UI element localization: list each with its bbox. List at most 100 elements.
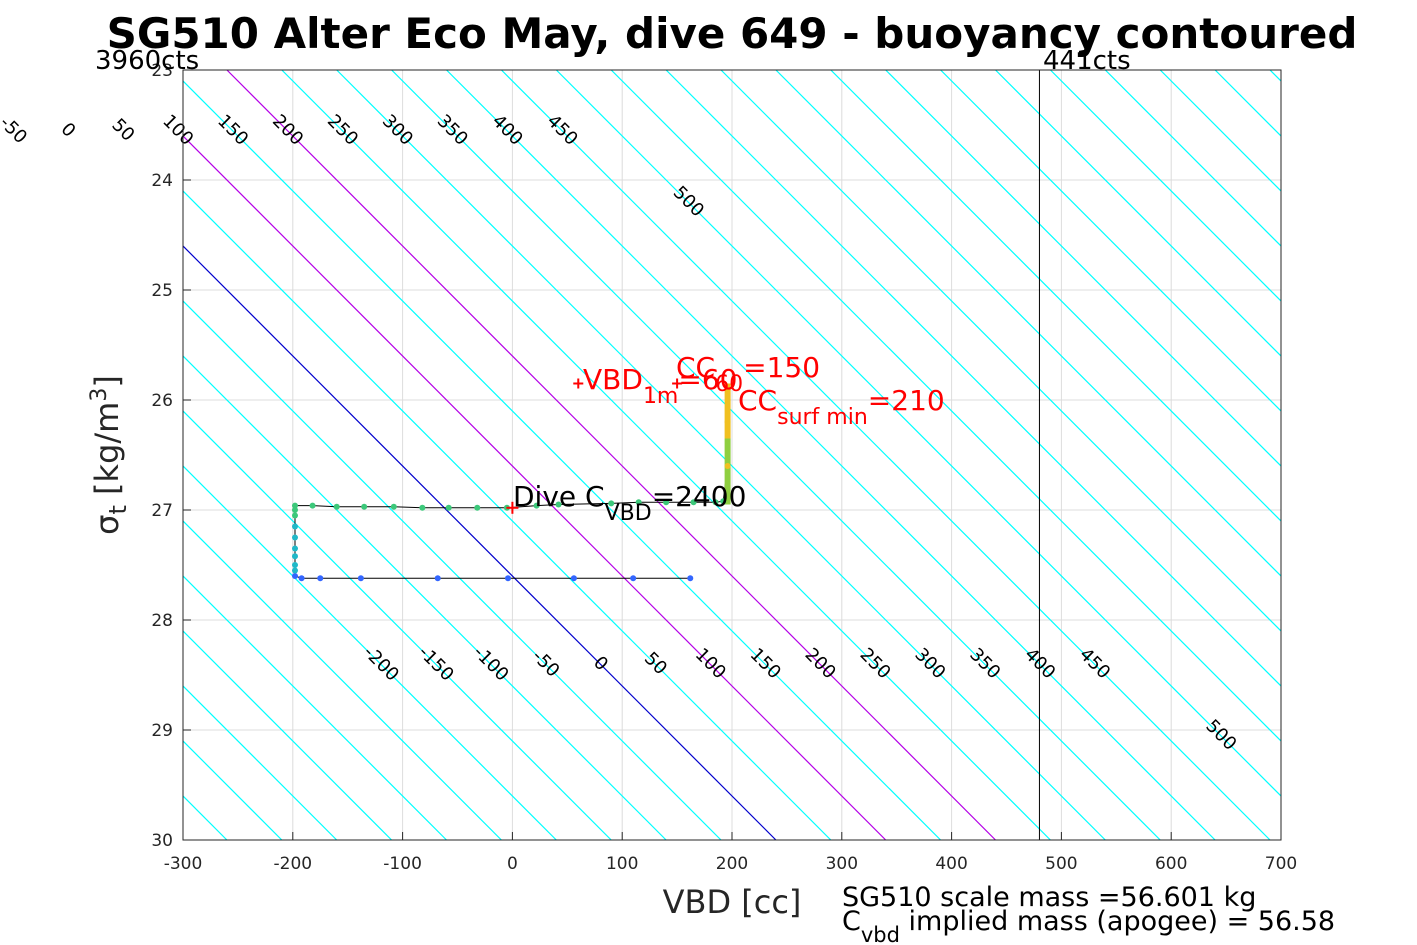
- dive-point: [291, 562, 298, 568]
- contour-line: [446, 70, 1216, 840]
- counts-right-label: 441cts: [1043, 46, 1131, 76]
- cc-surf-main: CC: [738, 384, 777, 417]
- x-tick-label: 200: [716, 854, 748, 874]
- dive-point: [309, 502, 316, 509]
- contour-line: [183, 465, 557, 840]
- contour-line: [500, 70, 1271, 840]
- contour-line: [336, 70, 1106, 840]
- x-tick-label: 0: [507, 854, 518, 874]
- cc60-main: CC: [676, 351, 715, 384]
- y-axis-ticks: 23 24 25 26 27 28 29 30: [151, 61, 191, 851]
- contour-line: [720, 70, 1281, 632]
- dive-point: [687, 575, 694, 582]
- cc-surf-value: =210: [868, 384, 945, 417]
- contour-line: [940, 70, 1281, 412]
- dive-point: [298, 575, 305, 582]
- y-label-sup: 3: [87, 388, 112, 402]
- contour-line: [830, 70, 1281, 522]
- dive-c-value: =2400: [652, 480, 747, 513]
- counts-left-label: 3960cts: [95, 46, 199, 76]
- chart-title: SG510 Alter Eco May, dive 649 - buoyancy…: [107, 9, 1358, 58]
- y-tick-label: 29: [151, 721, 173, 741]
- contour-line: [183, 190, 832, 840]
- contour-label: 0: [57, 119, 80, 142]
- x-tick-label: -300: [164, 854, 203, 874]
- dive-point: [434, 575, 441, 582]
- vbd-1m-main: VBD: [583, 363, 643, 396]
- dive-point: [505, 575, 512, 582]
- contour-line: [391, 70, 1161, 840]
- dive-point: [724, 463, 731, 469]
- dive-point: [291, 567, 298, 574]
- y-tick-label: 24: [151, 171, 173, 191]
- vbd-1m-annotation: VBD1m=60: [583, 363, 737, 409]
- dive-point: [291, 523, 298, 530]
- contour-line: [555, 70, 1281, 797]
- dive-point: [390, 503, 397, 510]
- dive-point: [474, 504, 481, 511]
- y-label-sub: t: [104, 505, 132, 514]
- contour-line: [775, 70, 1281, 577]
- implied-mass-text: Cvbd implied mass (apogee) = 56.58: [842, 906, 1335, 945]
- dive-point: [419, 504, 426, 511]
- buoyancy-contours: [0, 70, 1417, 840]
- vbd-1m-value: =60: [678, 363, 737, 396]
- x-tick-label: 400: [935, 854, 967, 874]
- contour-line: [183, 520, 502, 840]
- contour-line: [1104, 70, 1281, 247]
- y-tick-label: 30: [151, 831, 173, 851]
- dive-point: [291, 545, 298, 552]
- contour-line: [183, 300, 722, 840]
- dive-point: [291, 502, 298, 509]
- x-axis-ticks: -300 -200 -100 0 100 200 300 400 500 600 700: [164, 832, 1297, 874]
- dive-trace-line: [294, 422, 729, 579]
- contour-line: [0, 70, 7, 840]
- x-tick-label: -100: [383, 854, 422, 874]
- dive-point: [724, 419, 731, 425]
- y-label-close: ]: [88, 375, 126, 387]
- cc60-value: =150: [743, 351, 820, 384]
- x-tick-label: 500: [1045, 854, 1077, 874]
- contour-line: [0, 70, 62, 840]
- dive-data: [291, 378, 731, 582]
- dive-c-main: Dive C: [513, 480, 605, 513]
- dive-point: [712, 499, 719, 506]
- dive-point: [570, 575, 577, 582]
- y-label-sigma: σ: [88, 515, 126, 535]
- contour-label: -50: [0, 112, 31, 148]
- contour-line: [995, 70, 1281, 357]
- contour-line: [183, 135, 887, 840]
- dive-point: [445, 504, 452, 511]
- contour-line: [1380, 70, 1417, 840]
- cc60-annotation: CC60=150: [676, 351, 820, 397]
- x-tick-label: -200: [274, 854, 313, 874]
- y-axis-label: σt [kg/m3]: [87, 375, 132, 535]
- dive-point: [361, 503, 368, 510]
- contour-line: [0, 70, 172, 840]
- dive-point: [630, 575, 637, 582]
- contour-line: [183, 630, 393, 840]
- y-tick-label: 26: [151, 391, 173, 411]
- x-tick-label: 100: [606, 854, 638, 874]
- implied-main: C: [842, 906, 861, 937]
- contour-line: [885, 70, 1281, 467]
- cc60-sub: 60: [715, 372, 743, 397]
- dive-point: [663, 499, 670, 506]
- dive-cvbd-annotation: Dive CVBD=2400: [513, 480, 746, 526]
- x-tick-label: 600: [1155, 854, 1187, 874]
- contour-line: [183, 80, 942, 840]
- contour-line: [183, 355, 667, 840]
- dive-point: [291, 512, 298, 519]
- contour-line: [1269, 70, 1281, 82]
- implied-value: implied mass (apogee) = 56.58: [900, 906, 1335, 937]
- dive-point: [608, 500, 615, 507]
- dive-point: [333, 503, 340, 510]
- x-tick-label: 300: [826, 854, 858, 874]
- y-tick-label: 23: [151, 61, 173, 81]
- y-tick-label: 27: [151, 501, 173, 521]
- dive-point: [291, 507, 298, 513]
- dive-point: [635, 499, 642, 506]
- y-tick-label: 25: [151, 281, 173, 301]
- contour-line: [183, 245, 777, 840]
